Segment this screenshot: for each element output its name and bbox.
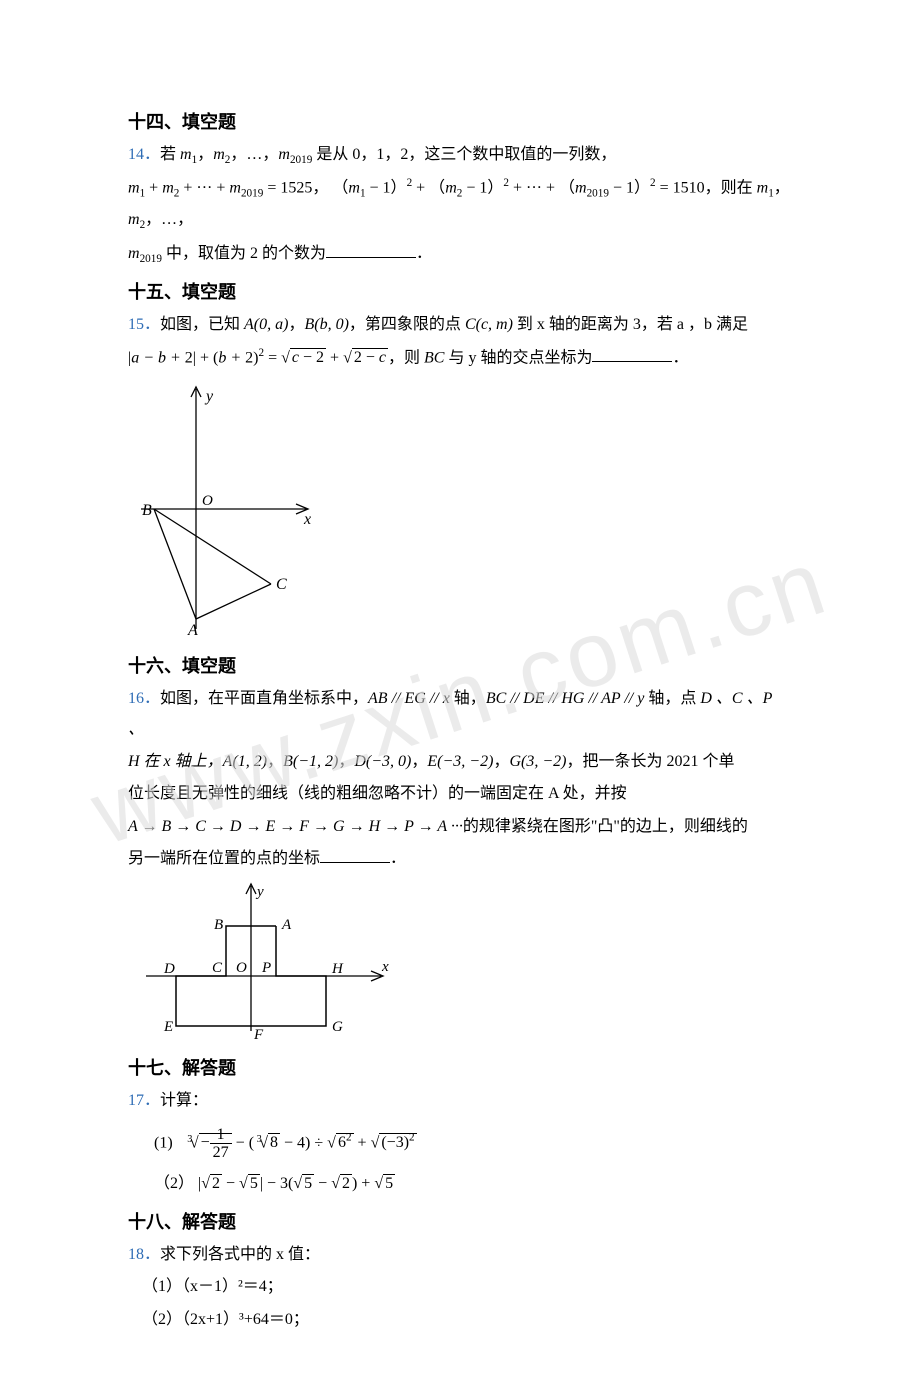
svg-text:C: C	[276, 576, 287, 593]
svg-text:G: G	[332, 1019, 343, 1035]
svg-text:P: P	[261, 960, 271, 976]
q18-p2: （2）（2x+1）³+64＝0；	[142, 1305, 792, 1335]
q17-part2: （2） |√2 − √5| − 3(√5 − √2) + √5	[154, 1168, 792, 1200]
q18-head: 18．求下列各式中的 x 值：	[128, 1240, 792, 1270]
svg-text:O: O	[236, 960, 247, 976]
q15-blank	[592, 346, 672, 362]
svg-text:x: x	[303, 511, 311, 528]
q16-line3: 位长度且无弹性的细线（线的粗细忽略不计）的一端固定在 A 处，并按	[128, 779, 792, 809]
q14-line2: m1 + m2 + ··· + m2019 = 1525， （m1 − 1）2 …	[128, 173, 792, 236]
q14-blank	[326, 242, 416, 258]
svg-text:A: A	[187, 622, 198, 639]
q14-line1: 14．若 m1，m2，…，m2019 是从 0，1，2，这三个数中取值的一列数，	[128, 140, 792, 171]
q17-head: 17．计算：	[128, 1086, 792, 1116]
svg-text:F: F	[253, 1027, 264, 1041]
section-14-heading: 十四、填空题	[128, 108, 792, 134]
svg-text:y: y	[204, 388, 214, 405]
q14-line3: m2019 中，取值为 2 的个数为．	[128, 239, 792, 270]
svg-text:O: O	[202, 493, 213, 509]
q15-num: 15．	[128, 316, 160, 333]
svg-text:B: B	[142, 502, 152, 519]
q18-num: 18．	[128, 1246, 160, 1263]
section-18-heading: 十八、解答题	[128, 1208, 792, 1234]
q14-num: 14．	[128, 146, 160, 163]
svg-text:A: A	[281, 917, 292, 933]
q17-part1: (1) 3√−127 − (3√8 − 4) ÷ √62 + √(−3)2	[154, 1122, 792, 1162]
q18-p1: （1）（x－1）²＝4；	[142, 1272, 792, 1302]
svg-text:E: E	[163, 1019, 173, 1035]
q15-line1: 15．如图，已知 A(0, a)，B(b, 0)，第四象限的点 C(c, m) …	[128, 310, 792, 340]
q16-line5: 另一端所在位置的点的坐标．	[128, 844, 792, 874]
svg-text:y: y	[255, 884, 264, 900]
q16-blank	[320, 847, 390, 863]
section-15-heading: 十五、填空题	[128, 278, 792, 304]
svg-text:B: B	[214, 917, 223, 933]
svg-text:C: C	[212, 960, 223, 976]
q15-line2: |a − b + 2| + (b + 2)2 = √c − 2 + √2 − c…	[128, 343, 792, 374]
q16-line4: A → B → C → D → E → F → G → H → P → A ··…	[128, 812, 792, 842]
section-17-heading: 十七、解答题	[128, 1054, 792, 1080]
svg-text:x: x	[381, 959, 389, 975]
q15-figure: y x O B A C	[136, 379, 792, 644]
svg-text:D: D	[163, 961, 175, 977]
q16-num: 16．	[128, 690, 160, 707]
svg-text:H: H	[331, 961, 344, 977]
q16-line2: H 在 x 轴上，A(1, 2)，B(−1, 2)，D(−3, 0)，E(−3,…	[128, 747, 792, 777]
q16-line1: 16．如图，在平面直角坐标系中，AB // EG // x 轴，BC // DE…	[128, 684, 792, 745]
q17-num: 17．	[128, 1092, 160, 1109]
section-16-heading: 十六、填空题	[128, 652, 792, 678]
q16-figure: y x A B C O P D E F G H	[136, 881, 792, 1046]
